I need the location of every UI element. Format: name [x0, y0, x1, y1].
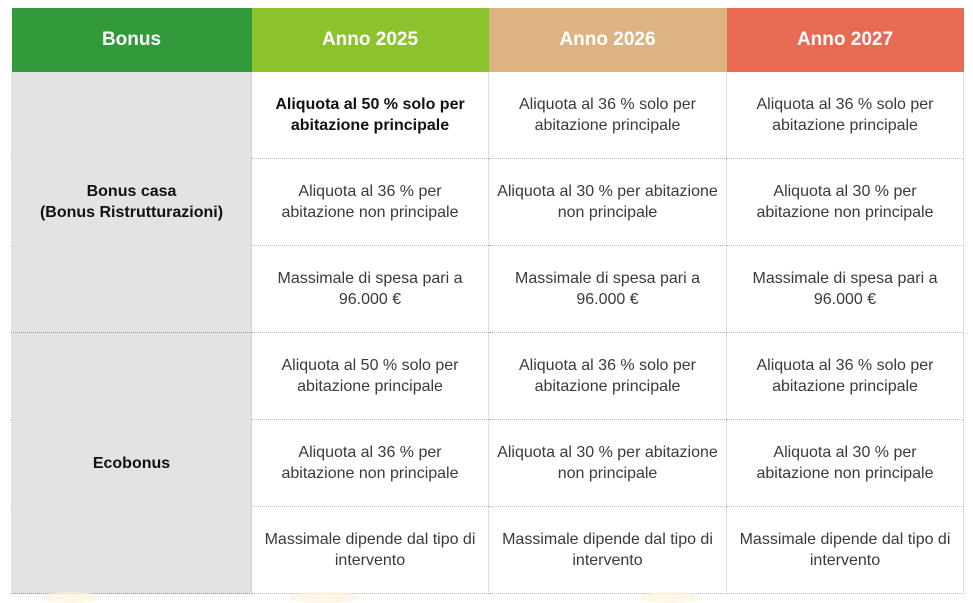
- table-cell: Aliquota al 36 % solo per abitazione pri…: [488, 72, 727, 159]
- group-label-bonus-casa: Bonus casa (Bonus Ristrutturazioni): [11, 72, 252, 333]
- table-cell: Aliquota al 36 % solo per abitazione pri…: [726, 72, 964, 159]
- table-row: Bonus casa (Bonus Ristrutturazioni) Aliq…: [11, 72, 964, 333]
- table-cell: Aliquota al 30 % per abitazione non prin…: [726, 158, 964, 246]
- table-cell: Aliquota al 30 % per abitazione non prin…: [488, 419, 727, 507]
- table-cell: Massimale di spesa pari a 96.000 €: [251, 245, 489, 333]
- group-label-ecobonus: Ecobonus: [11, 332, 252, 594]
- table-cell: Massimale dipende dal tipo di intervento: [726, 506, 964, 594]
- table-row: Massimale dipende dal tipo di intervento…: [12, 506, 964, 594]
- table-cell: Aliquota al 36 % solo per abitazione pri…: [488, 332, 727, 420]
- table-header-row: Bonus Anno 2025 Anno 2026 Anno 2027: [11, 8, 964, 72]
- group-label-line1: Bonus casa: [86, 183, 177, 200]
- bonus-comparison-table: Bonus Anno 2025 Anno 2026 Anno 2027 Bonu…: [11, 8, 964, 594]
- header-anno-2025: Anno 2025: [251, 8, 489, 72]
- header-anno-2026: Anno 2026: [488, 8, 727, 72]
- table-cell: Massimale di spesa pari a 96.000 €: [726, 245, 964, 333]
- table-row: Massimale di spesa pari a 96.000 € Massi…: [12, 245, 964, 333]
- table-cell: Massimale dipende dal tipo di intervento: [251, 506, 489, 594]
- table-cell: Aliquota al 50 % solo per abitazione pri…: [251, 72, 489, 159]
- decorative-fade: [290, 592, 360, 603]
- header-anno-2027: Anno 2027: [726, 8, 964, 72]
- table-cell: Aliquota al 36 % per abitazione non prin…: [251, 419, 489, 507]
- bonus-table-container: Bonus Anno 2025 Anno 2026 Anno 2027 Bonu…: [11, 8, 964, 594]
- table-cell: Aliquota al 30 % per abitazione non prin…: [726, 419, 964, 507]
- table-row: Aliquota al 36 % per abitazione non prin…: [12, 158, 964, 246]
- table-cell: Massimale di spesa pari a 96.000 €: [488, 245, 727, 333]
- group-label-line2: (Bonus Ristrutturazioni): [39, 204, 224, 221]
- header-bonus: Bonus: [11, 8, 252, 72]
- decorative-fade: [640, 592, 700, 603]
- table-cell: Aliquota al 36 % solo per abitazione pri…: [726, 332, 964, 420]
- table-cell: Massimale dipende dal tipo di intervento: [488, 506, 727, 594]
- decorative-fade: [40, 592, 100, 603]
- table-row: Ecobonus Aliquota al 50 % solo per abita…: [11, 332, 964, 594]
- group-label-line1: Ecobonus: [92, 454, 171, 472]
- table-row: Aliquota al 36 % per abitazione non prin…: [12, 419, 964, 507]
- table-cell: Aliquota al 50 % solo per abitazione pri…: [251, 332, 489, 420]
- table-cell: Aliquota al 30 % per abitazione non prin…: [488, 158, 727, 246]
- table-cell: Aliquota al 36 % per abitazione non prin…: [251, 158, 489, 246]
